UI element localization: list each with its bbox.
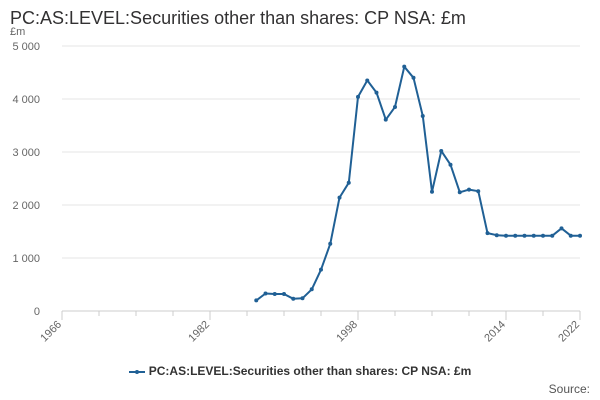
data-point	[559, 226, 564, 231]
legend-label: PC:AS:LEVEL:Securities other than shares…	[148, 364, 472, 378]
x-tick-label: 1998	[334, 319, 360, 345]
data-point	[522, 233, 527, 238]
y-tick-label: 0	[34, 306, 40, 318]
data-point	[513, 233, 518, 238]
data-point	[550, 233, 555, 238]
y-tick-label: 5 000	[12, 41, 40, 53]
data-point	[402, 64, 407, 69]
data-point	[291, 296, 296, 301]
data-point	[337, 195, 342, 200]
x-tick-label: 2014	[482, 319, 508, 345]
data-point	[476, 189, 481, 194]
data-point	[439, 148, 444, 153]
data-point	[282, 292, 286, 297]
data-point	[504, 233, 508, 238]
x-tick-label: 2022	[556, 319, 582, 345]
data-point	[430, 189, 434, 194]
data-point	[568, 233, 573, 238]
y-tick-label: 4 000	[12, 94, 40, 106]
y-tick-label: 2 000	[12, 200, 40, 212]
data-point	[319, 267, 323, 272]
y-axis-unit-label: £m	[10, 26, 26, 38]
data-point	[420, 113, 425, 118]
y-tick-label: 1 000	[12, 253, 40, 265]
series-line	[255, 65, 580, 302]
data-point	[346, 180, 351, 185]
data-point	[328, 241, 333, 246]
data-point	[272, 292, 277, 297]
data-point	[457, 190, 462, 195]
data-point	[448, 162, 453, 167]
data-point	[485, 231, 490, 236]
legend-line-marker-icon	[128, 369, 145, 374]
legend[interactable]: PC:AS:LEVEL:Securities other than shares…	[0, 364, 600, 378]
data-point	[541, 233, 545, 238]
data-point	[578, 233, 582, 238]
x-tick-label: 1966	[38, 319, 64, 345]
chart-title: PC:AS:LEVEL:Securities other than shares…	[10, 8, 466, 28]
data-point	[393, 104, 397, 109]
data-point	[531, 233, 536, 238]
data-point	[411, 75, 416, 80]
y-tick-label: 3 000	[12, 147, 40, 159]
data-point	[365, 78, 370, 83]
x-tick-label: 1982	[186, 319, 212, 345]
data-point	[374, 90, 379, 95]
data-point	[263, 291, 268, 296]
data-point	[467, 187, 471, 192]
data-point	[356, 94, 360, 99]
data-point	[300, 296, 305, 301]
data-point	[383, 117, 388, 122]
source-label: Source:	[548, 382, 590, 396]
data-point	[494, 233, 499, 238]
data-point	[309, 287, 314, 292]
data-point	[254, 298, 259, 303]
